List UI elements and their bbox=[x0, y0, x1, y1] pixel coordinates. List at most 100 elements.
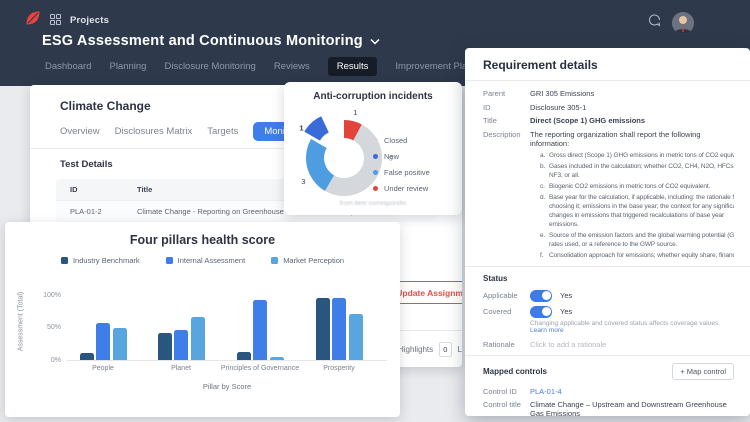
donut-legend: Closed New False positive Under review bbox=[373, 136, 430, 200]
bar-planet-industry-benchmark bbox=[157, 333, 172, 360]
control-id-link[interactable]: PLA-01-4 bbox=[530, 386, 562, 396]
learn-more-link[interactable]: Learn more bbox=[530, 326, 564, 334]
legend-swatch bbox=[271, 257, 279, 264]
app-label[interactable]: Projects bbox=[70, 15, 110, 26]
apps-grid-icon[interactable] bbox=[50, 12, 61, 30]
legend-swatch bbox=[165, 257, 173, 264]
applicable-toggle[interactable] bbox=[530, 289, 552, 302]
legend-dot bbox=[373, 186, 378, 191]
nav-tab-dashboard[interactable]: Dashboard bbox=[45, 61, 92, 72]
legend-label: Closed bbox=[384, 136, 408, 145]
nav-tab-results[interactable]: Results bbox=[327, 57, 378, 76]
x-axis-title: Pillar by Score bbox=[202, 382, 252, 391]
tab-targets[interactable]: Targets bbox=[207, 126, 239, 137]
nav-tab-disclosure-monitoring[interactable]: Disclosure Monitoring bbox=[164, 61, 256, 72]
nav-tabs: Dashboard Planning Disclosure Monitoring Re… bbox=[45, 57, 477, 76]
tab-overview[interactable]: Overview bbox=[60, 126, 100, 137]
legend-label: Internal Assessment bbox=[177, 256, 246, 265]
covered-label: Covered bbox=[483, 307, 512, 316]
category-label-prosperity: Prosperity bbox=[323, 365, 355, 372]
column-header-id: ID bbox=[70, 185, 78, 194]
donut-caption: from item correspondin bbox=[339, 200, 407, 207]
legend-label: Industry Benchmark bbox=[72, 256, 140, 265]
app-header: Projects ESG Assessment and Continuous M… bbox=[0, 0, 750, 86]
legend-item-market-perception: Market Perception bbox=[271, 256, 344, 265]
item-text: Base year for the calculation, if applic… bbox=[549, 194, 734, 228]
nav-tab-improvement-plans[interactable]: Improvement Plans bbox=[395, 61, 478, 72]
legend-label: False positive bbox=[384, 168, 430, 177]
item-text: Consolidation approach for emissions; wh… bbox=[549, 251, 734, 259]
legend-label: Under review bbox=[384, 184, 429, 193]
requirement-panel-title: Requirement details bbox=[465, 48, 750, 81]
description-item-b: b. Gases included in the calculation; whe… bbox=[540, 163, 734, 181]
rationale-placeholder[interactable]: Click to add a rationale bbox=[530, 339, 607, 349]
rationale-label: Rationale bbox=[483, 339, 515, 349]
divider bbox=[30, 148, 462, 149]
page-title: ESG Assessment and Continuous Monitoring bbox=[42, 33, 363, 49]
bar-people-market-perception bbox=[112, 327, 127, 360]
bar-planet-internal-assessment bbox=[174, 330, 188, 360]
bar-people-internal-assessment bbox=[96, 322, 110, 360]
legend-label: New bbox=[384, 152, 400, 161]
mapped-controls-heading: Mapped controls bbox=[483, 366, 548, 376]
description-item-d: d. Base year for the calculation, if appl… bbox=[540, 194, 734, 229]
highlights-stepper[interactable]: 0 bbox=[439, 342, 452, 357]
nav-tab-reviews[interactable]: Reviews bbox=[273, 61, 310, 72]
description-item-c: c. Biogenic CO2 emissions in metric tons … bbox=[540, 183, 734, 192]
legend-item-industry-benchmark: Industry Benchmark bbox=[60, 256, 140, 265]
title-label: Title bbox=[483, 116, 497, 125]
divider bbox=[465, 265, 750, 267]
truncated-label: L bbox=[457, 345, 462, 354]
description-label: Description bbox=[483, 129, 521, 139]
legend-dot bbox=[373, 138, 378, 143]
item-text: Biogenic CO2 emissions in metric tons of… bbox=[549, 182, 711, 190]
donut-value-label: 1 bbox=[299, 124, 303, 133]
status-helper-text: Changing applicable and covered status a… bbox=[530, 319, 721, 327]
bar-prosperity-market-perception bbox=[348, 313, 363, 360]
donut-slice-new bbox=[304, 116, 329, 141]
covered-toggle[interactable] bbox=[530, 305, 552, 318]
donut-chart-title: Anti-corruption incidents bbox=[313, 91, 433, 102]
item-letter: e. bbox=[540, 231, 546, 239]
control-title-label: Control title bbox=[483, 400, 521, 409]
bar-planet-market-perception bbox=[190, 317, 205, 360]
project-title-dropdown[interactable]: ESG Assessment and Continuous Monitoring bbox=[42, 32, 380, 50]
map-control-button[interactable]: + Map control bbox=[672, 362, 734, 380]
donut-slice-false-positive bbox=[306, 139, 334, 191]
brand-logo-icon bbox=[25, 10, 41, 31]
nav-tab-planning[interactable]: Planning bbox=[109, 61, 147, 72]
bar-principles-of-governance-internal-assessment bbox=[253, 299, 267, 360]
category-label-principles-of-governance: Principles of Governance bbox=[220, 365, 300, 372]
y-tick-100-: 100% bbox=[43, 291, 61, 299]
bar-chart-plot: People Planet Principles of Governance Pros… bbox=[67, 295, 387, 372]
description-item-a: a. Gross direct (Scope 1) GHG emissions i… bbox=[540, 152, 734, 161]
bar-principles-of-governance-industry-benchmark bbox=[236, 352, 251, 360]
legend-item-internal-assessment: Internal Assessment bbox=[165, 256, 246, 265]
user-avatar[interactable] bbox=[672, 12, 694, 34]
donut-value-label: 3 bbox=[301, 177, 305, 186]
column-header-title: Title bbox=[137, 185, 153, 194]
legend-dot bbox=[373, 154, 378, 159]
bar-people-industry-benchmark bbox=[79, 352, 94, 360]
section-title: Test Details bbox=[60, 159, 113, 170]
item-letter: b. bbox=[540, 162, 546, 170]
item-text: Gases included in the calculation; wheth… bbox=[549, 162, 734, 179]
id-label: ID bbox=[483, 102, 491, 112]
legend-swatch bbox=[60, 257, 68, 264]
item-letter: c. bbox=[540, 182, 545, 190]
highlights-label: Highlights bbox=[398, 345, 434, 354]
chevron-down-icon bbox=[370, 32, 380, 50]
chat-icon[interactable] bbox=[648, 14, 661, 32]
item-letter: f. bbox=[540, 251, 544, 259]
description-list: a. Gross direct (Scope 1) GHG emissions i… bbox=[540, 152, 734, 260]
covered-value: Yes bbox=[560, 307, 573, 316]
item-letter: a. bbox=[540, 151, 546, 159]
tab-disclosures-matrix[interactable]: Disclosures Matrix bbox=[114, 126, 193, 137]
y-tick-0-: 0% bbox=[50, 356, 61, 364]
bar-chart-title: Four pillars health score bbox=[129, 233, 276, 247]
divider bbox=[465, 354, 750, 356]
bar-chart-legend: Industry Benchmark Internal Assessment Mar… bbox=[5, 256, 400, 265]
bar-prosperity-industry-benchmark bbox=[315, 298, 330, 360]
